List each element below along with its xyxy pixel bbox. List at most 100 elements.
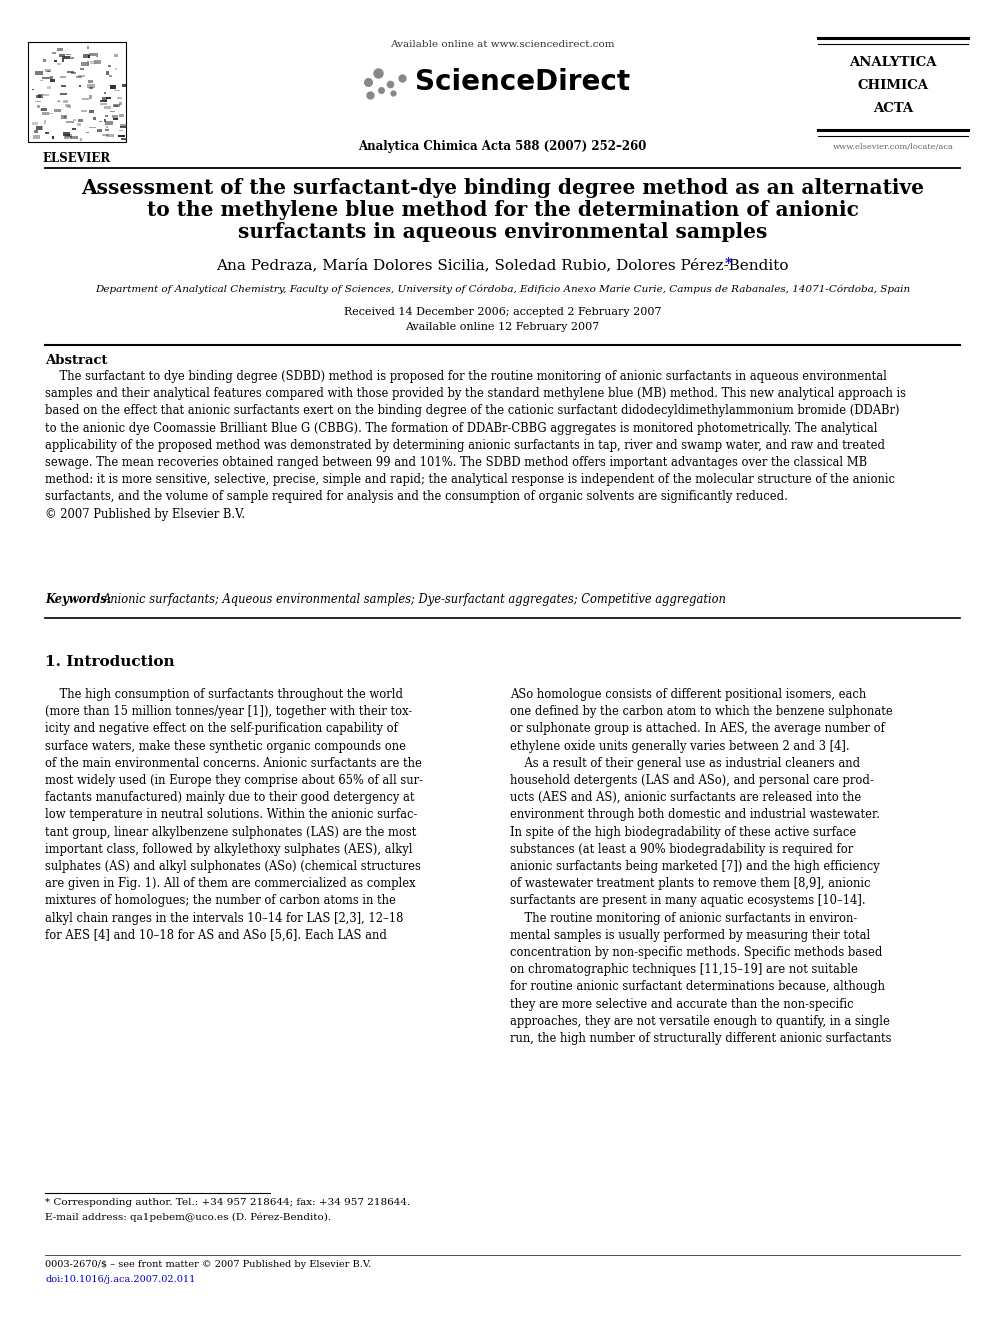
Bar <box>114 67 117 70</box>
Bar <box>86 132 88 134</box>
Bar <box>50 79 55 82</box>
Bar <box>105 130 109 131</box>
Bar <box>102 134 109 135</box>
Text: Available online at www.sciencedirect.com: Available online at www.sciencedirect.co… <box>390 40 615 49</box>
Bar <box>34 135 41 139</box>
Bar <box>44 120 47 124</box>
Bar <box>52 135 54 139</box>
Bar <box>62 56 69 60</box>
Bar <box>88 79 92 83</box>
Bar <box>63 56 71 58</box>
Bar <box>96 53 98 57</box>
Bar <box>89 127 96 128</box>
Bar <box>81 98 89 101</box>
Bar <box>65 103 70 107</box>
Text: Anionic surfactants; Aqueous environmental samples; Dye-surfactant aggregates; C: Anionic surfactants; Aqueous environment… <box>103 593 727 606</box>
Bar <box>102 98 107 101</box>
Bar <box>90 61 96 64</box>
Bar <box>57 62 62 65</box>
Bar <box>114 105 118 107</box>
Text: ACTA: ACTA <box>873 102 913 115</box>
Bar <box>121 138 127 140</box>
Bar <box>106 134 114 138</box>
Bar <box>42 112 49 115</box>
Text: Received 14 December 2006; accepted 2 February 2007: Received 14 December 2006; accepted 2 Fe… <box>344 307 662 318</box>
Text: 1. Introduction: 1. Introduction <box>45 655 175 669</box>
Bar <box>42 77 50 78</box>
Bar <box>39 94 43 98</box>
Text: ScienceDirect: ScienceDirect <box>415 67 630 97</box>
Bar <box>104 106 111 110</box>
Bar <box>107 65 111 66</box>
Bar <box>43 60 46 62</box>
Bar <box>58 99 61 102</box>
Bar <box>63 101 67 103</box>
Bar <box>63 132 70 136</box>
Bar <box>63 138 69 139</box>
Bar <box>79 139 82 142</box>
Bar <box>86 46 89 49</box>
Text: ANALYTICA: ANALYTICA <box>849 56 936 69</box>
Text: Keywords:: Keywords: <box>45 593 111 606</box>
Bar <box>96 130 102 132</box>
Bar <box>73 119 76 122</box>
Text: CHIMICA: CHIMICA <box>857 79 929 93</box>
Bar <box>60 93 67 94</box>
Bar <box>116 98 122 99</box>
Bar <box>35 71 43 75</box>
Bar <box>61 85 65 87</box>
Text: The surfactant to dye binding degree (SDBD) method is proposed for the routine m: The surfactant to dye binding degree (SD… <box>45 370 906 520</box>
Text: 0003-2670/$ – see front matter © 2007 Published by Elsevier B.V.: 0003-2670/$ – see front matter © 2007 Pu… <box>45 1259 371 1269</box>
Bar <box>89 95 92 99</box>
Bar <box>51 75 54 79</box>
Text: surfactants in aqueous environmental samples: surfactants in aqueous environmental sam… <box>238 222 767 242</box>
Bar <box>66 106 71 108</box>
Bar <box>78 119 82 122</box>
Text: Ana Pedraza, María Dolores Sicilia, Soledad Rubio, Dolores Pérez-Bendito: Ana Pedraza, María Dolores Sicilia, Sole… <box>216 258 789 273</box>
Bar <box>109 75 112 78</box>
Bar <box>62 58 64 62</box>
Bar <box>117 135 125 136</box>
Bar <box>77 123 81 127</box>
Bar <box>64 136 72 138</box>
Bar <box>120 124 127 127</box>
Bar <box>55 108 61 112</box>
Text: * Corresponding author. Tel.: +34 957 218644; fax: +34 957 218644.: * Corresponding author. Tel.: +34 957 21… <box>45 1199 411 1207</box>
Bar <box>43 94 50 95</box>
Bar <box>60 54 65 57</box>
Bar <box>32 89 35 90</box>
Bar <box>42 108 47 111</box>
Text: doi:10.1016/j.aca.2007.02.011: doi:10.1016/j.aca.2007.02.011 <box>45 1275 195 1285</box>
Bar <box>54 60 57 62</box>
Text: Department of Analytical Chemistry, Faculty of Sciences, University of Córdoba, : Department of Analytical Chemistry, Facu… <box>95 284 910 295</box>
Bar <box>119 114 124 118</box>
Text: Available online 12 February 2007: Available online 12 February 2007 <box>406 321 599 332</box>
Bar <box>78 75 85 77</box>
Bar <box>83 54 89 58</box>
Bar <box>65 135 71 138</box>
Text: ASo homologue consists of different positional isomers, each
one defined by the : ASo homologue consists of different posi… <box>510 688 893 1045</box>
Bar <box>60 75 66 78</box>
Bar <box>120 127 127 128</box>
Text: E-mail address: qa1pebem@uco.es (D. Pérez-Bendito).: E-mail address: qa1pebem@uco.es (D. Pére… <box>45 1213 331 1222</box>
Bar <box>70 136 78 139</box>
Bar <box>110 85 116 89</box>
Bar <box>45 132 50 134</box>
Bar <box>98 120 102 122</box>
Bar <box>36 95 41 98</box>
Text: Assessment of the surfactant-dye binding degree method as an alternative: Assessment of the surfactant-dye binding… <box>81 179 924 198</box>
Bar <box>93 116 96 120</box>
Bar <box>113 90 119 91</box>
Bar <box>114 53 118 57</box>
Bar <box>76 75 82 78</box>
Bar <box>112 115 118 118</box>
Bar <box>87 61 89 65</box>
Bar <box>52 52 56 54</box>
Bar <box>66 70 73 73</box>
Bar <box>89 87 93 89</box>
Bar <box>46 69 51 71</box>
Bar <box>122 83 126 87</box>
Text: to the methylene blue method for the determination of anionic: to the methylene blue method for the det… <box>147 200 858 220</box>
Bar <box>34 131 38 134</box>
Bar <box>103 91 106 94</box>
